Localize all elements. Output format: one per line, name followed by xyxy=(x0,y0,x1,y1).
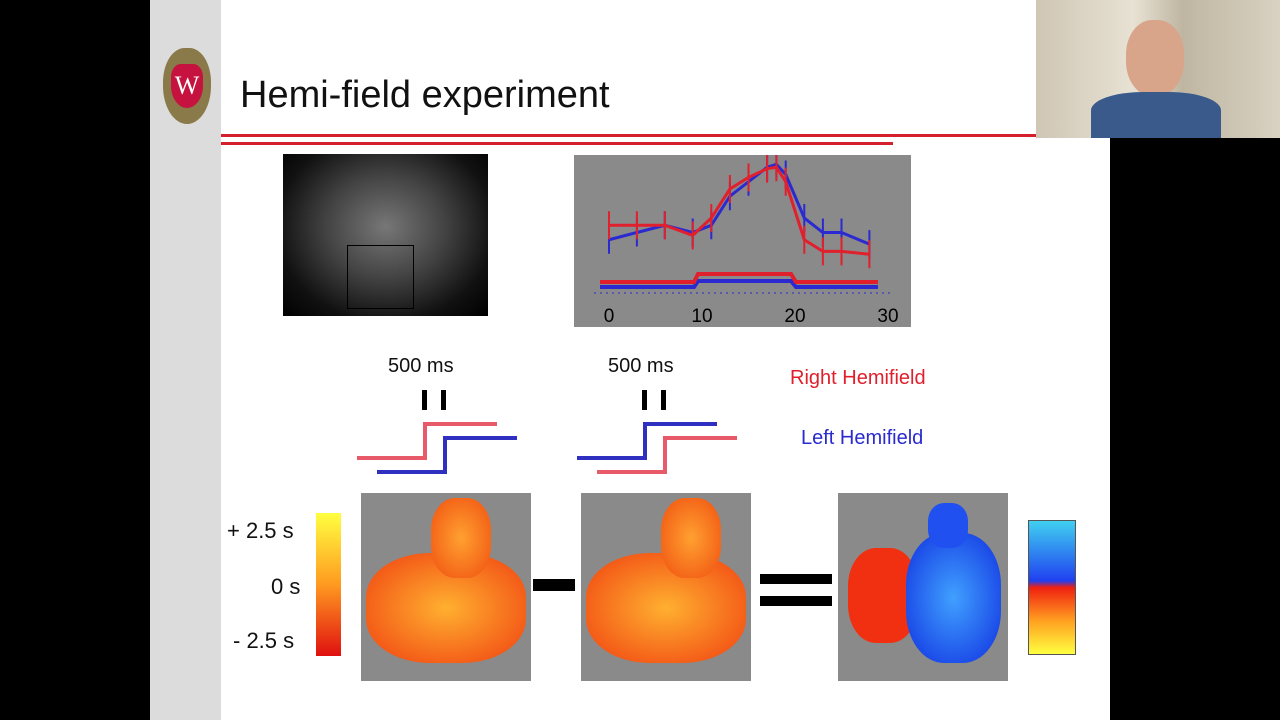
stim-duration-label: 500 ms xyxy=(608,355,674,377)
colorbar-phase xyxy=(316,513,341,656)
university-logo: W xyxy=(163,48,211,124)
timecourse-chart: 0 10 20 30 xyxy=(574,155,911,327)
x-tick-label: 10 xyxy=(691,306,712,327)
x-tick-label: 30 xyxy=(877,306,898,327)
brain-scan-image xyxy=(283,154,488,316)
stimulus-diagram-right-first xyxy=(357,390,517,474)
minus-sign xyxy=(533,579,575,591)
colorbar-difference xyxy=(1028,520,1076,655)
legend-right-hemifield: Right Hemifield xyxy=(790,367,926,389)
title-rule xyxy=(221,134,1036,137)
activation-map-right xyxy=(361,493,531,681)
stim-trace-left xyxy=(600,279,878,289)
colorbar-label-top: + 2.5 s xyxy=(227,518,294,543)
chart-background xyxy=(574,155,911,327)
presenter-face xyxy=(1126,20,1184,96)
x-tick-label: 0 xyxy=(604,306,615,327)
colorbar-label-bottom: - 2.5 s xyxy=(233,628,295,653)
equals-sign xyxy=(760,596,832,606)
title-rule xyxy=(221,142,893,145)
stim-duration-label: 500 ms xyxy=(388,355,454,377)
stim-trace-right xyxy=(600,272,878,284)
x-tick-label: 20 xyxy=(784,306,805,327)
roi-box xyxy=(347,245,414,309)
presenter-video xyxy=(1036,0,1280,138)
legend-left-hemifield: Left Hemifield xyxy=(801,427,924,449)
stimulus-diagram-left-first xyxy=(577,390,737,474)
presenter-shirt xyxy=(1091,92,1221,138)
difference-map xyxy=(838,493,1008,681)
logo-letter: W xyxy=(171,64,203,108)
series-line-1 xyxy=(609,165,870,256)
activation-map-left xyxy=(581,493,751,681)
equals-sign xyxy=(760,574,832,584)
slide-title: Hemi-field experiment xyxy=(240,74,610,116)
colorbar-label-mid: 0 s xyxy=(271,574,301,599)
